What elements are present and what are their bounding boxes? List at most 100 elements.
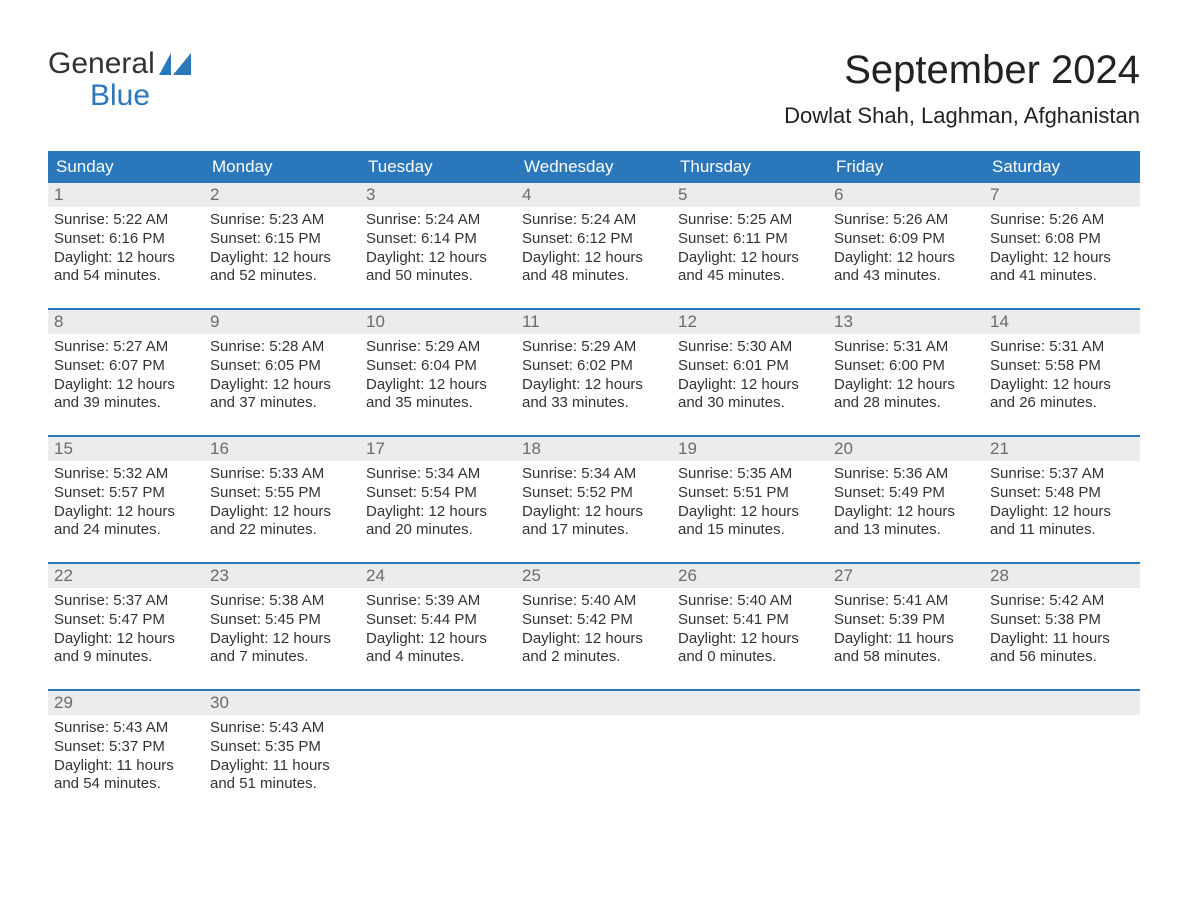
sunrise-text: Sunrise: 5:32 AM	[54, 465, 198, 484]
sunset-text: Sunset: 5:51 PM	[678, 484, 822, 503]
day-details: Sunrise: 5:33 AMSunset: 5:55 PMDaylight:…	[204, 461, 360, 548]
calendar-day	[360, 691, 516, 802]
sunset-text: Sunset: 6:15 PM	[210, 230, 354, 249]
month-title: September 2024	[784, 48, 1140, 93]
page-header: General Blue September 2024 Dowlat Shah,…	[48, 48, 1140, 129]
calendar-day: 28Sunrise: 5:42 AMSunset: 5:38 PMDayligh…	[984, 564, 1140, 675]
calendar-day: 9Sunrise: 5:28 AMSunset: 6:05 PMDaylight…	[204, 310, 360, 421]
sunrise-text: Sunrise: 5:40 AM	[522, 592, 666, 611]
sunset-text: Sunset: 5:44 PM	[366, 611, 510, 630]
sunset-text: Sunset: 5:52 PM	[522, 484, 666, 503]
day1-text: Daylight: 12 hours	[522, 503, 666, 522]
sunrise-text: Sunrise: 5:40 AM	[678, 592, 822, 611]
day2-text: and 45 minutes.	[678, 267, 822, 286]
day-number: 12	[672, 310, 828, 334]
day-details: Sunrise: 5:31 AMSunset: 5:58 PMDaylight:…	[984, 334, 1140, 421]
day1-text: Daylight: 12 hours	[678, 249, 822, 268]
day1-text: Daylight: 12 hours	[990, 376, 1134, 395]
flag-icon	[159, 53, 191, 75]
day2-text: and 0 minutes.	[678, 648, 822, 667]
day1-text: Daylight: 12 hours	[366, 503, 510, 522]
sunrise-text: Sunrise: 5:39 AM	[366, 592, 510, 611]
day2-text: and 26 minutes.	[990, 394, 1134, 413]
day2-text: and 43 minutes.	[834, 267, 978, 286]
day1-text: Daylight: 12 hours	[834, 249, 978, 268]
day1-text: Daylight: 12 hours	[366, 630, 510, 649]
day1-text: Daylight: 12 hours	[210, 249, 354, 268]
day-number	[516, 691, 672, 715]
sunset-text: Sunset: 5:57 PM	[54, 484, 198, 503]
day2-text: and 9 minutes.	[54, 648, 198, 667]
sunset-text: Sunset: 6:04 PM	[366, 357, 510, 376]
calendar-week: 22Sunrise: 5:37 AMSunset: 5:47 PMDayligh…	[48, 562, 1140, 675]
dow-friday: Friday	[828, 151, 984, 183]
sunrise-text: Sunrise: 5:34 AM	[366, 465, 510, 484]
day1-text: Daylight: 12 hours	[834, 376, 978, 395]
calendar-week: 29Sunrise: 5:43 AMSunset: 5:37 PMDayligh…	[48, 689, 1140, 802]
dow-monday: Monday	[204, 151, 360, 183]
calendar-day: 19Sunrise: 5:35 AMSunset: 5:51 PMDayligh…	[672, 437, 828, 548]
day-details	[984, 715, 1140, 727]
sunset-text: Sunset: 6:01 PM	[678, 357, 822, 376]
day1-text: Daylight: 12 hours	[54, 376, 198, 395]
day-number: 3	[360, 183, 516, 207]
sunrise-text: Sunrise: 5:26 AM	[990, 211, 1134, 230]
sunrise-text: Sunrise: 5:29 AM	[366, 338, 510, 357]
sunrise-text: Sunrise: 5:42 AM	[990, 592, 1134, 611]
calendar-day: 22Sunrise: 5:37 AMSunset: 5:47 PMDayligh…	[48, 564, 204, 675]
calendar-day: 20Sunrise: 5:36 AMSunset: 5:49 PMDayligh…	[828, 437, 984, 548]
day-details: Sunrise: 5:43 AMSunset: 5:35 PMDaylight:…	[204, 715, 360, 802]
sunset-text: Sunset: 6:09 PM	[834, 230, 978, 249]
day-number: 19	[672, 437, 828, 461]
calendar-day: 4Sunrise: 5:24 AMSunset: 6:12 PMDaylight…	[516, 183, 672, 294]
calendar-day	[672, 691, 828, 802]
day2-text: and 52 minutes.	[210, 267, 354, 286]
day-details: Sunrise: 5:38 AMSunset: 5:45 PMDaylight:…	[204, 588, 360, 675]
day-details	[828, 715, 984, 727]
day2-text: and 50 minutes.	[366, 267, 510, 286]
location-subtitle: Dowlat Shah, Laghman, Afghanistan	[784, 103, 1140, 129]
day-number	[672, 691, 828, 715]
day1-text: Daylight: 12 hours	[366, 249, 510, 268]
day-number: 1	[48, 183, 204, 207]
day-number	[360, 691, 516, 715]
day-number: 2	[204, 183, 360, 207]
brand-line1: General	[48, 48, 155, 80]
calendar-day: 7Sunrise: 5:26 AMSunset: 6:08 PMDaylight…	[984, 183, 1140, 294]
day-details: Sunrise: 5:26 AMSunset: 6:09 PMDaylight:…	[828, 207, 984, 294]
day-number: 27	[828, 564, 984, 588]
day2-text: and 58 minutes.	[834, 648, 978, 667]
day-details: Sunrise: 5:40 AMSunset: 5:41 PMDaylight:…	[672, 588, 828, 675]
day-number: 24	[360, 564, 516, 588]
brand-logo: General Blue	[48, 48, 191, 111]
sunrise-text: Sunrise: 5:36 AM	[834, 465, 978, 484]
sunset-text: Sunset: 5:38 PM	[990, 611, 1134, 630]
day-details: Sunrise: 5:29 AMSunset: 6:04 PMDaylight:…	[360, 334, 516, 421]
dow-wednesday: Wednesday	[516, 151, 672, 183]
day-details: Sunrise: 5:32 AMSunset: 5:57 PMDaylight:…	[48, 461, 204, 548]
calendar-day: 29Sunrise: 5:43 AMSunset: 5:37 PMDayligh…	[48, 691, 204, 802]
sunrise-text: Sunrise: 5:43 AM	[210, 719, 354, 738]
sunrise-text: Sunrise: 5:29 AM	[522, 338, 666, 357]
calendar-day: 17Sunrise: 5:34 AMSunset: 5:54 PMDayligh…	[360, 437, 516, 548]
sunrise-text: Sunrise: 5:30 AM	[678, 338, 822, 357]
sunrise-text: Sunrise: 5:23 AM	[210, 211, 354, 230]
day-number: 16	[204, 437, 360, 461]
calendar-day: 16Sunrise: 5:33 AMSunset: 5:55 PMDayligh…	[204, 437, 360, 548]
day-of-week-header: Sunday Monday Tuesday Wednesday Thursday…	[48, 151, 1140, 183]
calendar-day: 3Sunrise: 5:24 AMSunset: 6:14 PMDaylight…	[360, 183, 516, 294]
day2-text: and 11 minutes.	[990, 521, 1134, 540]
day2-text: and 13 minutes.	[834, 521, 978, 540]
day-details: Sunrise: 5:25 AMSunset: 6:11 PMDaylight:…	[672, 207, 828, 294]
dow-tuesday: Tuesday	[360, 151, 516, 183]
calendar-week: 8Sunrise: 5:27 AMSunset: 6:07 PMDaylight…	[48, 308, 1140, 421]
dow-saturday: Saturday	[984, 151, 1140, 183]
calendar-day: 15Sunrise: 5:32 AMSunset: 5:57 PMDayligh…	[48, 437, 204, 548]
sunrise-text: Sunrise: 5:27 AM	[54, 338, 198, 357]
sunset-text: Sunset: 6:08 PM	[990, 230, 1134, 249]
calendar-day	[516, 691, 672, 802]
day-details: Sunrise: 5:35 AMSunset: 5:51 PMDaylight:…	[672, 461, 828, 548]
day-number: 20	[828, 437, 984, 461]
day-details: Sunrise: 5:29 AMSunset: 6:02 PMDaylight:…	[516, 334, 672, 421]
calendar-week: 1Sunrise: 5:22 AMSunset: 6:16 PMDaylight…	[48, 183, 1140, 294]
